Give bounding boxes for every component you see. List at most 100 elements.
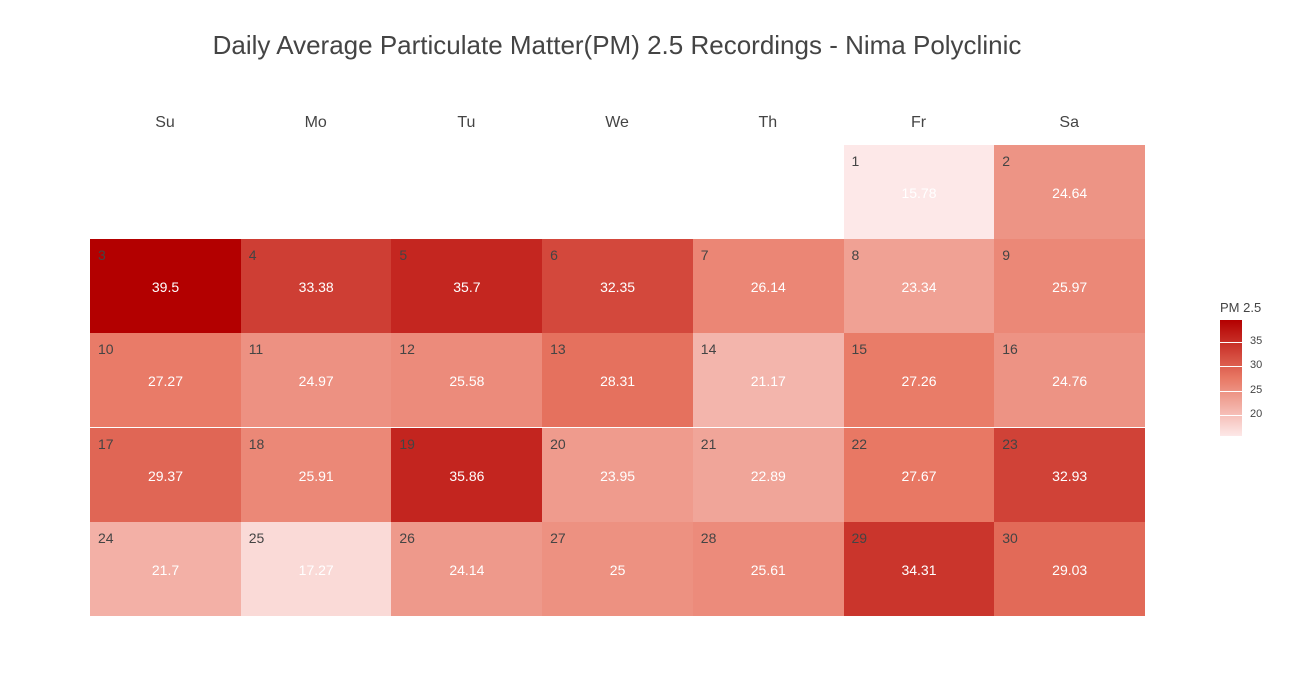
pm25-value-label: 17.27 <box>298 561 334 578</box>
calendar-cell-day-25: 25 17.27 <box>240 521 392 616</box>
day-number: 3 <box>98 247 106 264</box>
calendar-cell-day-10: 10 27.27 <box>90 333 241 428</box>
pm25-value-label: 29.03 <box>1052 561 1088 578</box>
calendar-cell-day-9: 9 25.97 <box>994 239 1146 334</box>
calendar-cell-day-11: 11 24.97 <box>240 333 392 428</box>
pm25-value-label: 33.38 <box>298 279 334 296</box>
legend-title: PM 2.5 <box>1220 300 1262 315</box>
day-number: 19 <box>399 435 415 452</box>
pm25-value-label: 24.64 <box>1052 185 1088 201</box>
calendar-cell-day-30: 30 29.03 <box>994 521 1146 616</box>
day-number: 24 <box>98 529 114 546</box>
pm25-value-label: 21.7 <box>151 561 180 578</box>
day-number: 15 <box>851 341 868 358</box>
pm25-value-label: 22.89 <box>750 467 786 484</box>
pm25-value-label: 34.31 <box>901 561 937 578</box>
pm25-value-label: 25.61 <box>750 561 786 578</box>
calendar-cell-day-4: 4 33.38 <box>240 239 392 334</box>
legend-tick-label: 25 <box>1250 384 1263 396</box>
calendar-cell-day-19: 19 35.86 <box>391 427 543 522</box>
day-number: 1 <box>851 153 860 169</box>
calendar-cell-day-26: 26 24.14 <box>391 521 543 616</box>
calendar-cell-day-21: 21 22.89 <box>692 427 844 522</box>
pm25-value-label: 23.34 <box>901 279 937 296</box>
calendar-cell-day-23: 23 32.93 <box>994 427 1146 522</box>
day-number: 10 <box>98 341 114 358</box>
calendar-cell-day-14: 14 21.17 <box>692 333 844 428</box>
day-number: 12 <box>399 341 415 358</box>
legend-tick-label: 35 <box>1250 335 1263 347</box>
pm25-value-label: 26.14 <box>750 279 786 296</box>
day-number: 25 <box>248 529 265 546</box>
legend-tick-mark <box>1220 415 1242 416</box>
day-number: 2 <box>1002 153 1010 169</box>
calendar-cell-day-16: 16 24.76 <box>994 333 1146 428</box>
day-number: 6 <box>550 247 558 264</box>
pm25-value-label: 27.67 <box>901 467 937 484</box>
day-number: 26 <box>399 529 415 546</box>
calendar-cell-day-12: 12 25.58 <box>391 333 543 428</box>
day-number: 22 <box>851 435 868 452</box>
calendar-cell-day-28: 28 25.61 <box>692 521 844 616</box>
calendar-cell-day-18: 18 25.91 <box>240 427 392 522</box>
pm25-value-label: 35.7 <box>453 279 481 296</box>
calendar-cell-day-1: 1 15.78 <box>843 145 995 239</box>
pm25-value-label: 25.58 <box>449 373 485 390</box>
pm25-value-label: 39.5 <box>151 279 180 296</box>
day-number: 20 <box>550 435 566 452</box>
calendar-cell-day-29: 29 34.31 <box>843 521 995 616</box>
calendar-cell-day-15: 15 27.26 <box>843 333 995 428</box>
weekday-header-sa: Sa <box>1059 114 1079 131</box>
pm25-value-label: 25.91 <box>298 467 334 484</box>
weekday-header-th: Th <box>758 114 778 131</box>
weekday-header-su: Su <box>155 114 175 131</box>
day-number: 14 <box>700 341 717 358</box>
pm25-value-label: 28.31 <box>600 373 636 390</box>
day-number: 21 <box>700 435 717 452</box>
day-number: 30 <box>1002 529 1018 546</box>
day-number: 23 <box>1002 435 1018 452</box>
calendar-cell-day-27: 27 25 <box>542 521 694 616</box>
pm25-value-label: 32.35 <box>600 279 636 296</box>
legend-tick-mark <box>1220 366 1242 367</box>
day-number: 27 <box>550 529 566 546</box>
pm25-value-label: 27.26 <box>901 373 937 390</box>
weekday-header-we: We <box>605 114 629 131</box>
pm25-value-label: 35.86 <box>449 467 485 484</box>
weekday-header-tu: Tu <box>457 114 476 131</box>
chart-title: Daily Average Particulate Matter(PM) 2.5… <box>212 30 1022 60</box>
pm25-value-label: 32.93 <box>1052 467 1088 484</box>
weekday-header-mo: Mo <box>304 114 327 131</box>
pm25-value-label: 15.78 <box>901 185 937 201</box>
calendar-cell-day-2: 2 24.64 <box>994 145 1146 239</box>
legend-tick-mark <box>1220 342 1242 343</box>
pm25-value-label: 25.97 <box>1052 279 1088 296</box>
day-number: 5 <box>399 247 408 264</box>
day-number: 8 <box>851 247 860 264</box>
pm25-value-label: 29.37 <box>147 467 184 484</box>
day-number: 11 <box>248 341 264 358</box>
day-number: 18 <box>248 435 265 452</box>
calendar-cell-day-3: 3 39.5 <box>90 239 241 334</box>
day-number: 13 <box>550 341 566 358</box>
calendar-cell-day-24: 24 21.7 <box>90 521 241 616</box>
calendar-cell-day-13: 13 28.31 <box>542 333 694 428</box>
pm25-value-label: 23.95 <box>600 467 636 484</box>
legend-tick-mark <box>1220 391 1242 392</box>
legend-tick-label: 30 <box>1250 359 1263 371</box>
day-number: 17 <box>98 435 114 452</box>
day-number: 7 <box>700 247 709 264</box>
legend-color-bar <box>1220 320 1242 436</box>
weekday-header-fr: Fr <box>910 114 927 131</box>
pm25-value-label: 24.97 <box>298 373 334 390</box>
pm25-value-label: 21.17 <box>750 373 786 390</box>
calendar-cell-day-20: 20 23.95 <box>542 427 694 522</box>
calendar-cell-day-5: 5 35.7 <box>391 239 543 334</box>
day-number: 9 <box>1002 247 1010 264</box>
day-number: 16 <box>1002 341 1018 358</box>
legend-tick-label: 20 <box>1250 408 1263 420</box>
calendar-cell-day-22: 22 27.67 <box>843 427 995 522</box>
pm25-value-label: 24.14 <box>449 561 485 578</box>
pm25-value-label: 27.27 <box>147 373 184 390</box>
day-number: 4 <box>248 247 257 264</box>
